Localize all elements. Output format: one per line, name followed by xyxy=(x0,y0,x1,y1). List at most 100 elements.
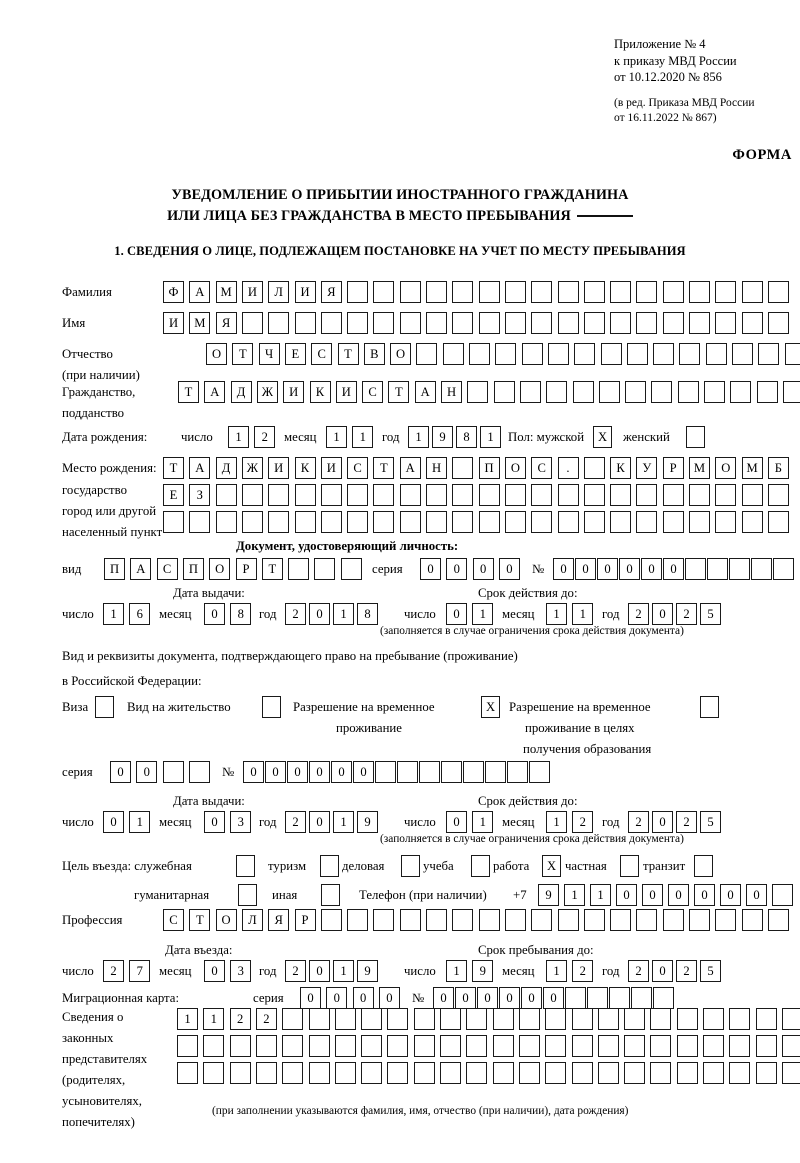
birth-place-row1-cell-12[interactable] xyxy=(452,457,474,479)
surname-field-cell-6[interactable]: И xyxy=(294,281,316,303)
firstname-field-cell-4[interactable] xyxy=(241,312,263,334)
migration-number-field-cell-3[interactable]: 0 xyxy=(477,987,498,1009)
patronymic-field-cell-5[interactable]: С xyxy=(311,343,333,365)
document-number-field-cell-8[interactable] xyxy=(707,558,728,580)
entry-day-field-cell-1[interactable]: 2 xyxy=(103,960,124,982)
legal-rep-row2-cell-14[interactable] xyxy=(518,1035,540,1057)
birth-place-row3-cell-20[interactable] xyxy=(662,511,684,533)
legal-rep-row3-cell-23[interactable] xyxy=(755,1062,777,1084)
legal-rep-row1-cell-6[interactable] xyxy=(308,1008,330,1030)
birth-place-row2-cell-1[interactable]: Е xyxy=(163,484,184,506)
legal-rep-row2-cell-24[interactable] xyxy=(781,1035,800,1057)
profession-field-cell-19[interactable] xyxy=(636,909,658,931)
citizenship-field-cell-3[interactable]: Д xyxy=(230,381,252,403)
document-issue-month-field-cell-1[interactable]: 0 xyxy=(204,603,225,625)
temp-residence-checkbox[interactable]: X xyxy=(481,696,500,718)
birth-place-row1-cell-1[interactable]: Т xyxy=(163,457,184,479)
stay-number-field-cell-12[interactable] xyxy=(485,761,506,783)
surname-field-cell-16[interactable] xyxy=(557,281,579,303)
citizenship-field-cell-23[interactable] xyxy=(756,381,778,403)
citizenship-field-cell-17[interactable] xyxy=(598,381,620,403)
legal-rep-row1-cell-20[interactable] xyxy=(676,1008,698,1030)
document-kind-field-cell-5[interactable]: О xyxy=(209,558,231,580)
birth-place-row2-cell-10[interactable] xyxy=(399,484,421,506)
purpose-transit-checkbox[interactable] xyxy=(694,855,713,877)
legal-rep-row2-cell-3[interactable] xyxy=(229,1035,251,1057)
migration-number-field-cell-2[interactable]: 0 xyxy=(455,987,476,1009)
surname-field-cell-23[interactable] xyxy=(741,281,763,303)
stay-until-month-field-cell-2[interactable]: 2 xyxy=(572,960,594,982)
patronymic-field-cell-11[interactable] xyxy=(469,343,490,365)
phone-field-cell-9[interactable]: 0 xyxy=(746,884,767,906)
citizenship-field-cell-8[interactable]: С xyxy=(362,381,384,403)
legal-rep-row1-cell-8[interactable] xyxy=(361,1008,383,1030)
surname-field-cell-14[interactable] xyxy=(504,281,526,303)
stay-issue-year-field-cell-2[interactable]: 0 xyxy=(309,811,330,833)
legal-rep-row3-cell-14[interactable] xyxy=(518,1062,540,1084)
legal-rep-row3-cell-13[interactable] xyxy=(492,1062,514,1084)
surname-field-cell-22[interactable] xyxy=(715,281,737,303)
citizenship-field-cell-24[interactable] xyxy=(782,381,800,403)
firstname-field-cell-5[interactable] xyxy=(268,312,290,334)
birth-place-row1-cell-20[interactable]: Р xyxy=(662,457,684,479)
birth-place-row1-cell-10[interactable]: А xyxy=(399,457,421,479)
profession-field-cell-6[interactable]: Р xyxy=(294,909,316,931)
stay-issue-year-field-cell-4[interactable]: 9 xyxy=(357,811,378,833)
visa-checkbox[interactable] xyxy=(95,696,114,718)
legal-rep-row2-cell-4[interactable] xyxy=(255,1035,277,1057)
birth-place-row2-cell-2[interactable]: З xyxy=(189,484,211,506)
document-number-field-cell-6[interactable]: 0 xyxy=(663,558,684,580)
profession-field-cell-12[interactable] xyxy=(452,909,474,931)
stay-number-field-cell-9[interactable] xyxy=(419,761,440,783)
document-valid-year-field-cell-3[interactable]: 2 xyxy=(676,603,697,625)
profession-field-cell-10[interactable] xyxy=(399,909,421,931)
birth-place-row1-cell-11[interactable]: Н xyxy=(426,457,447,479)
phone-field-cell-2[interactable]: 1 xyxy=(564,884,585,906)
legal-rep-row2-cell-13[interactable] xyxy=(492,1035,514,1057)
firstname-field-cell-11[interactable] xyxy=(426,312,447,334)
patronymic-field-cell-6[interactable]: Т xyxy=(337,343,359,365)
patronymic-field-cell-21[interactable] xyxy=(732,343,753,365)
legal-rep-row1-cell-12[interactable] xyxy=(466,1008,488,1030)
legal-rep-row1-cell-22[interactable] xyxy=(729,1008,751,1030)
legal-rep-row2-cell-20[interactable] xyxy=(676,1035,698,1057)
stay-until-year-field-cell-1[interactable]: 2 xyxy=(628,960,649,982)
document-number-field-cell-1[interactable]: 0 xyxy=(553,558,574,580)
legal-rep-row1-cell-4[interactable]: 2 xyxy=(255,1008,277,1030)
document-series-field-cell-4[interactable]: 0 xyxy=(498,558,520,580)
birth-place-row2-cell-4[interactable] xyxy=(241,484,263,506)
patronymic-field-cell-9[interactable] xyxy=(416,343,438,365)
stay-series-field-cell-2[interactable]: 0 xyxy=(136,761,158,783)
purpose-other-checkbox[interactable] xyxy=(321,884,340,906)
birth-place-row3-cell-1[interactable] xyxy=(163,511,184,533)
document-issue-year-field-cell-4[interactable]: 8 xyxy=(357,603,378,625)
patronymic-field-cell-12[interactable] xyxy=(495,343,517,365)
birth-place-row2-cell-16[interactable] xyxy=(557,484,579,506)
legal-rep-row2-cell-16[interactable] xyxy=(571,1035,593,1057)
entry-year-field-cell-1[interactable]: 2 xyxy=(285,960,306,982)
birth-place-row3-cell-4[interactable] xyxy=(241,511,263,533)
birth-place-row1-cell-6[interactable]: К xyxy=(294,457,316,479)
firstname-field-cell-22[interactable] xyxy=(715,312,737,334)
stay-valid-year-field-cell-2[interactable]: 0 xyxy=(652,811,673,833)
sex-male-checkbox[interactable]: X xyxy=(593,426,612,448)
birth-place-row3-cell-24[interactable] xyxy=(767,511,789,533)
citizenship-field-cell-7[interactable]: И xyxy=(335,381,357,403)
legal-rep-row3-cell-9[interactable] xyxy=(387,1062,409,1084)
document-number-field-cell-10[interactable] xyxy=(751,558,772,580)
document-valid-year-field-cell-2[interactable]: 0 xyxy=(652,603,673,625)
profession-field-cell-2[interactable]: Т xyxy=(189,909,211,931)
legal-rep-row3-cell-16[interactable] xyxy=(571,1062,593,1084)
legal-rep-row2-cell-8[interactable] xyxy=(361,1035,383,1057)
purpose-private-checkbox[interactable] xyxy=(620,855,639,877)
stay-number-field-cell-1[interactable]: 0 xyxy=(243,761,264,783)
birth-month-field-cell-2[interactable]: 1 xyxy=(352,426,374,448)
firstname-field-cell-14[interactable] xyxy=(504,312,526,334)
birth-place-row2-cell-15[interactable] xyxy=(531,484,553,506)
legal-rep-row3-cell-1[interactable] xyxy=(177,1062,198,1084)
profession-field-cell-16[interactable] xyxy=(557,909,579,931)
birth-place-row1-cell-16[interactable]: . xyxy=(557,457,579,479)
firstname-field-cell-10[interactable] xyxy=(399,312,421,334)
profession-field-cell-9[interactable] xyxy=(373,909,395,931)
document-issue-year-field-cell-2[interactable]: 0 xyxy=(309,603,330,625)
